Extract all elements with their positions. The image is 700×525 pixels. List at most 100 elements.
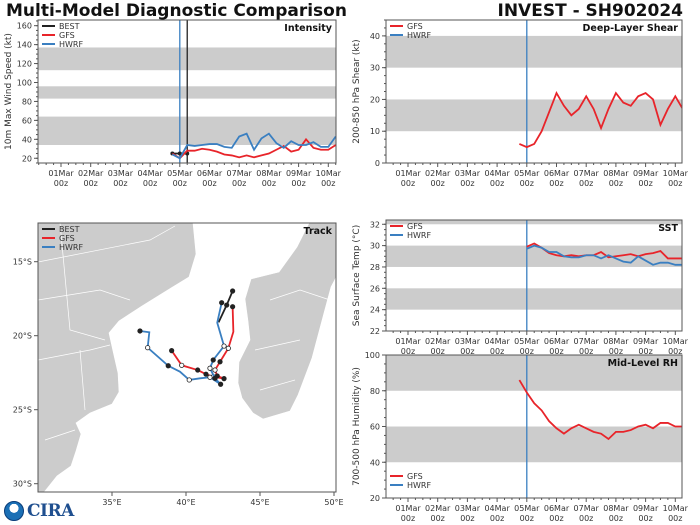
- y-tick-label: 30: [370, 64, 380, 73]
- x-tick-label-date: 05Mar: [167, 169, 193, 178]
- x-tick-label-date: 01Mar: [395, 504, 421, 513]
- admin-border: [38, 289, 131, 301]
- shaded-band: [386, 355, 682, 391]
- x-tick-label-hour: 00z: [460, 514, 474, 523]
- track-position-marker: [195, 367, 201, 373]
- track-position-marker: [221, 376, 227, 382]
- lon-tick-label: 50°E: [324, 498, 343, 507]
- x-tick-label-date: 08Mar: [603, 337, 629, 346]
- track-position-marker: [137, 328, 143, 334]
- x-tick-label-date: 04Mar: [484, 337, 510, 346]
- x-tick-label-date: 10Mar: [663, 169, 689, 178]
- track-position-marker: [221, 343, 227, 349]
- y-tick-label: 20: [370, 95, 380, 104]
- x-tick-label-date: 06Mar: [544, 504, 570, 513]
- x-tick-label-hour: 00z: [490, 179, 504, 188]
- lat-tick-label: 30°S: [13, 480, 32, 489]
- track-position-marker: [207, 365, 213, 371]
- track-position-marker: [217, 359, 223, 365]
- x-tick-label-hour: 00z: [579, 514, 593, 523]
- y-tick-label: 28: [370, 263, 380, 272]
- x-tick-label-hour: 00z: [84, 179, 98, 188]
- panel-shear: 01020304001Mar00z02Mar00z03Mar00z04Mar00…: [352, 19, 689, 188]
- x-tick-label-date: 05Mar: [514, 504, 540, 513]
- panel-title: Mid-Level RH: [608, 358, 678, 369]
- x-tick-label-date: 10Mar: [316, 169, 342, 178]
- x-tick-label-date: 05Mar: [514, 337, 540, 346]
- lon-tick-label: 35°E: [102, 498, 121, 507]
- lat-tick-label: 20°S: [13, 332, 32, 341]
- track-position-marker: [207, 374, 213, 380]
- madagascar-landmass: [237, 223, 336, 420]
- y-tick-label: 20: [22, 154, 32, 163]
- track-position-marker: [179, 362, 185, 368]
- track-position-marker: [224, 302, 230, 308]
- shaded-band: [386, 220, 682, 225]
- y-tick-label: 40: [22, 135, 32, 144]
- x-tick-label-hour: 00z: [609, 514, 623, 523]
- legend-label-gfs: GFS: [407, 472, 423, 481]
- plot-area: [386, 220, 682, 331]
- x-tick-label-hour: 00z: [609, 179, 623, 188]
- shaded-band: [386, 288, 682, 310]
- admin-border: [59, 223, 106, 341]
- y-tick-label: 22: [370, 327, 380, 336]
- x-tick-label-hour: 00z: [668, 514, 682, 523]
- track-position-marker: [219, 300, 225, 306]
- y-axis-label: Sea Surface Temp (°C): [352, 225, 362, 326]
- legend-label-gfs: GFS: [59, 31, 75, 40]
- panel-title: Deep-Layer Shear: [583, 23, 679, 34]
- x-tick-label-date: 01Mar: [48, 169, 74, 178]
- data-point-best: [177, 151, 182, 156]
- plot-area: [38, 20, 336, 163]
- track-position-marker: [165, 363, 171, 369]
- admin-border: [259, 379, 296, 391]
- track-position-marker: [212, 367, 218, 373]
- panel-sst: 22242628303201Mar00z02Mar00z03Mar00z04Ma…: [352, 219, 689, 356]
- x-tick-label-date: 10Mar: [663, 504, 689, 513]
- legend-label-hwrf: HWRF: [59, 40, 83, 49]
- x-tick-label-hour: 00z: [431, 179, 445, 188]
- x-tick-label-hour: 00z: [202, 179, 216, 188]
- x-tick-label-hour: 00z: [520, 347, 534, 356]
- x-tick-label-hour: 00z: [638, 514, 652, 523]
- x-tick-label-date: 09Mar: [633, 169, 659, 178]
- y-tick-label: 24: [370, 306, 380, 315]
- x-tick-label-hour: 00z: [291, 179, 305, 188]
- x-tick-label-date: 07Mar: [574, 169, 600, 178]
- x-tick-label-date: 02Mar: [425, 337, 451, 346]
- x-tick-label-hour: 00z: [668, 179, 682, 188]
- y-tick-label: 160: [17, 22, 32, 31]
- x-tick-label-date: 09Mar: [633, 337, 659, 346]
- x-tick-label-hour: 00z: [262, 179, 276, 188]
- x-tick-label-hour: 00z: [431, 347, 445, 356]
- x-tick-label-date: 06Mar: [197, 169, 223, 178]
- x-tick-label-date: 10Mar: [663, 337, 689, 346]
- x-tick-label-hour: 00z: [609, 347, 623, 356]
- x-tick-label-hour: 00z: [579, 347, 593, 356]
- y-tick-label: 60: [22, 116, 32, 125]
- admin-border: [254, 339, 301, 351]
- lon-tick-label: 45°E: [250, 498, 269, 507]
- y-tick-label: 100: [365, 351, 380, 360]
- legend-label-best: BEST: [59, 225, 80, 234]
- y-tick-label: 32: [370, 220, 380, 229]
- x-tick-label-date: 04Mar: [484, 169, 510, 178]
- x-tick-label-date: 02Mar: [78, 169, 104, 178]
- cira-logo: CIRA: [27, 501, 74, 521]
- admin-border: [79, 349, 86, 411]
- shaded-band: [386, 35, 682, 68]
- x-tick-label-hour: 00z: [460, 179, 474, 188]
- y-tick-label: 140: [17, 41, 32, 50]
- x-tick-label-hour: 00z: [401, 514, 415, 523]
- track-position-marker: [145, 345, 151, 351]
- x-tick-label-hour: 00z: [490, 347, 504, 356]
- legend-label-gfs: GFS: [59, 234, 75, 243]
- panel-title: Track: [304, 226, 333, 237]
- track-position-marker: [210, 357, 216, 363]
- x-tick-label-date: 04Mar: [484, 504, 510, 513]
- x-tick-label-date: 08Mar: [603, 504, 629, 513]
- track-position-marker: [186, 377, 192, 383]
- admin-border: [44, 429, 76, 441]
